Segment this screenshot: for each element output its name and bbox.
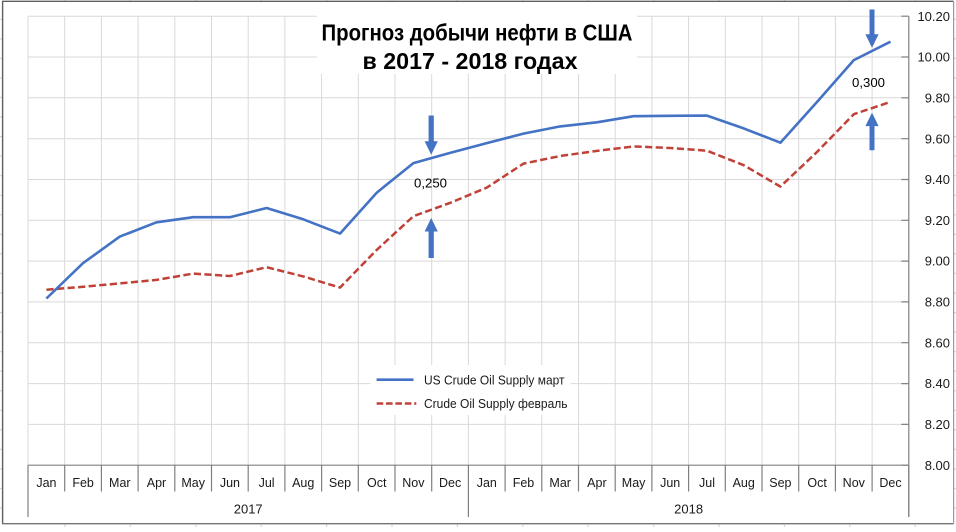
svg-text:Jan: Jan bbox=[477, 476, 497, 490]
svg-text:8.80: 8.80 bbox=[925, 295, 950, 310]
svg-text:2018: 2018 bbox=[674, 502, 703, 517]
svg-text:в 2017 - 2018 годах: в 2017 - 2018 годах bbox=[363, 48, 578, 74]
svg-text:8.20: 8.20 bbox=[925, 417, 950, 432]
svg-text:Jun: Jun bbox=[220, 476, 240, 490]
svg-text:Прогноз добычи нефти в США: Прогноз добычи нефти в США bbox=[322, 20, 633, 46]
svg-text:Apr: Apr bbox=[147, 476, 166, 490]
svg-text:8.60: 8.60 bbox=[925, 335, 950, 350]
svg-text:Jun: Jun bbox=[660, 476, 680, 490]
svg-text:Jul: Jul bbox=[259, 476, 275, 490]
svg-text:0,300: 0,300 bbox=[852, 75, 885, 90]
svg-text:Sep: Sep bbox=[329, 476, 351, 490]
svg-text:9.20: 9.20 bbox=[925, 213, 950, 228]
svg-text:Oct: Oct bbox=[807, 476, 827, 490]
svg-text:9.40: 9.40 bbox=[925, 172, 950, 187]
svg-text:Jul: Jul bbox=[699, 476, 715, 490]
svg-text:0,250: 0,250 bbox=[414, 175, 447, 190]
svg-text:9.00: 9.00 bbox=[925, 254, 950, 269]
svg-text:Aug: Aug bbox=[292, 476, 314, 490]
svg-text:8.00: 8.00 bbox=[925, 458, 950, 473]
svg-text:May: May bbox=[181, 476, 205, 490]
svg-text:Mar: Mar bbox=[109, 476, 131, 490]
svg-text:Mar: Mar bbox=[549, 476, 571, 490]
svg-text:Dec: Dec bbox=[439, 476, 461, 490]
svg-text:8.40: 8.40 bbox=[925, 376, 950, 391]
svg-text:10.00: 10.00 bbox=[917, 50, 950, 65]
svg-text:Aug: Aug bbox=[733, 476, 755, 490]
svg-text:Dec: Dec bbox=[879, 476, 901, 490]
svg-text:Feb: Feb bbox=[72, 476, 94, 490]
svg-text:10.20: 10.20 bbox=[917, 9, 950, 24]
svg-text:Jan: Jan bbox=[36, 476, 56, 490]
svg-text:Crude Oil Supply февраль: Crude Oil Supply февраль bbox=[424, 396, 568, 411]
svg-text:2017: 2017 bbox=[234, 502, 263, 517]
svg-text:US Crude Oil Supply март: US Crude Oil Supply март bbox=[424, 372, 565, 387]
svg-text:Nov: Nov bbox=[402, 476, 425, 490]
svg-text:Feb: Feb bbox=[513, 476, 535, 490]
svg-text:Sep: Sep bbox=[769, 476, 791, 490]
svg-text:9.80: 9.80 bbox=[925, 90, 950, 105]
svg-text:May: May bbox=[622, 476, 646, 490]
svg-text:Oct: Oct bbox=[367, 476, 387, 490]
svg-text:9.60: 9.60 bbox=[925, 131, 950, 146]
svg-text:Nov: Nov bbox=[843, 476, 866, 490]
svg-text:Apr: Apr bbox=[587, 476, 606, 490]
